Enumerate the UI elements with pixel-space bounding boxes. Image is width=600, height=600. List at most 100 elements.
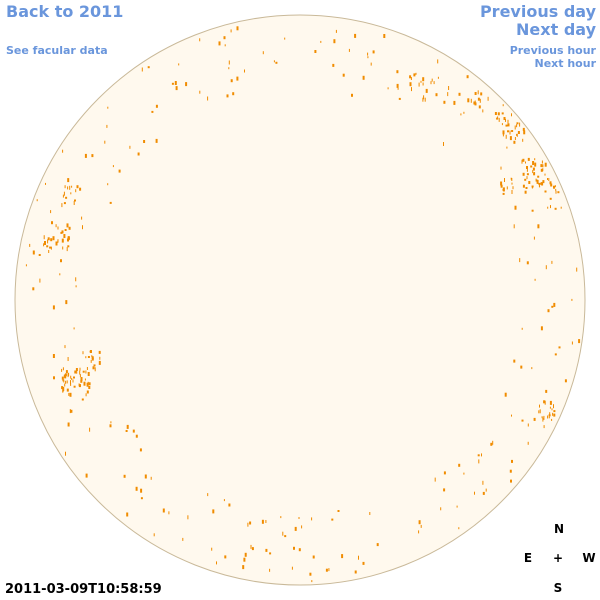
facula — [367, 52, 369, 56]
facula — [543, 425, 545, 429]
facula — [553, 185, 555, 189]
facula — [89, 427, 91, 432]
facula — [509, 130, 511, 135]
previous-hour-link[interactable]: Previous hour — [509, 44, 596, 57]
facula — [538, 410, 540, 414]
facula — [178, 63, 180, 66]
facula — [549, 412, 551, 417]
next-hour-link[interactable]: Next hour — [534, 57, 597, 70]
facula — [521, 159, 523, 164]
facula — [571, 341, 573, 345]
facula — [65, 451, 66, 456]
facula — [55, 224, 57, 228]
facula — [87, 372, 90, 376]
facula — [418, 530, 420, 534]
facula — [431, 78, 433, 82]
facula — [516, 133, 518, 136]
facula — [275, 61, 278, 64]
facula — [480, 92, 483, 96]
facula — [474, 102, 477, 106]
facula — [63, 379, 65, 383]
faculae — [25, 26, 581, 583]
facula — [474, 100, 476, 104]
facula — [500, 184, 503, 188]
facula — [70, 192, 72, 195]
facula — [477, 454, 480, 457]
facula — [98, 360, 101, 365]
facula — [85, 370, 87, 374]
facula — [527, 423, 529, 427]
facula — [509, 136, 512, 141]
facula — [443, 471, 446, 475]
facula — [443, 488, 446, 492]
facula — [311, 580, 313, 583]
facula — [64, 229, 67, 231]
facula — [517, 131, 520, 134]
facula — [509, 469, 512, 473]
next-day-link[interactable]: Next day — [516, 20, 596, 39]
facula — [498, 117, 500, 122]
facula — [541, 160, 543, 164]
facula — [52, 236, 55, 241]
facula — [55, 241, 58, 246]
facula — [81, 216, 83, 220]
facula — [544, 400, 546, 405]
facula — [555, 190, 557, 194]
facula — [522, 172, 525, 176]
facula — [531, 367, 533, 370]
facula — [507, 130, 509, 133]
facula — [369, 512, 371, 515]
facula — [511, 414, 512, 417]
facula — [82, 370, 85, 373]
facula — [528, 181, 531, 184]
facula — [506, 146, 508, 149]
facula — [411, 87, 412, 92]
facula — [549, 181, 552, 185]
facula — [325, 568, 328, 572]
facula — [60, 231, 63, 234]
facula — [423, 95, 425, 100]
facula — [540, 182, 543, 185]
facula — [335, 29, 337, 33]
facula — [57, 239, 59, 243]
facula — [473, 101, 476, 105]
facula — [539, 409, 541, 414]
back-link[interactable]: Back to 2011 — [6, 2, 124, 21]
facula — [147, 66, 150, 69]
facula — [87, 356, 90, 358]
facula — [526, 173, 529, 176]
facula — [551, 418, 553, 421]
facula — [62, 388, 64, 393]
facular-link[interactable]: See facular data — [6, 44, 108, 57]
facula — [73, 385, 76, 388]
facula — [422, 97, 424, 102]
solar-disk — [14, 14, 586, 586]
facula — [341, 554, 344, 559]
facula — [38, 254, 41, 256]
facula — [174, 81, 177, 85]
facula — [109, 201, 112, 204]
facula — [522, 184, 525, 188]
facula — [524, 178, 527, 181]
facula — [61, 386, 64, 390]
facula — [75, 277, 77, 282]
facula — [435, 93, 438, 97]
facula — [66, 388, 69, 392]
facula — [52, 305, 55, 310]
facula — [553, 302, 556, 307]
facula — [243, 557, 246, 562]
facula — [513, 359, 516, 363]
facula — [554, 353, 557, 356]
previous-day-link[interactable]: Previous day — [479, 2, 596, 21]
facula — [62, 377, 64, 382]
facula — [501, 112, 504, 115]
facula — [538, 183, 540, 187]
facula — [418, 82, 420, 87]
facula — [79, 370, 81, 375]
facula — [236, 76, 239, 81]
facula — [522, 138, 524, 142]
facula — [434, 477, 436, 482]
facula — [291, 566, 293, 570]
facula — [44, 241, 46, 245]
